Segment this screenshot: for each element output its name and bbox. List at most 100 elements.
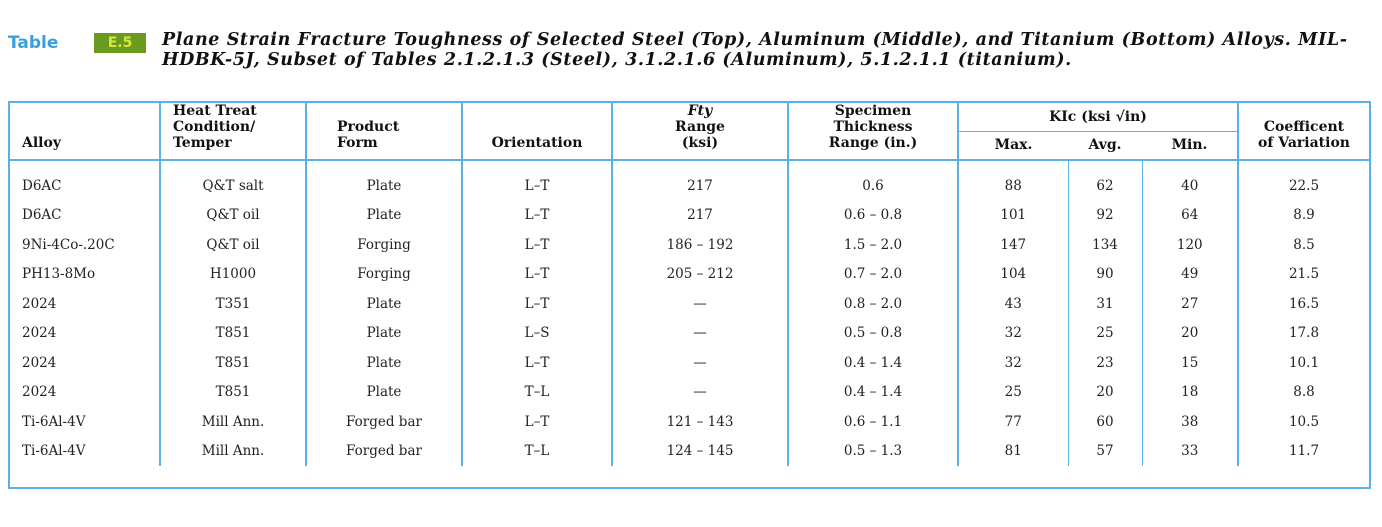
cell-kic-max: 147 [958,230,1069,260]
cell-product-form: Plate [306,318,463,348]
table-row: D6AC Q&T salt Plate L–T 217 0.6 88 62 40 22.5 [10,160,1369,201]
cell-kic-avg: 90 [1068,259,1143,289]
cell-coefficient-variation: 16.5 [1288,295,1320,312]
cell-kic-avg: 23 [1068,348,1143,378]
cell-fty-range: — [612,318,789,348]
cell-kic-min: 18 [1142,377,1239,407]
cell-coefficient-variation: 8.9 [1293,207,1315,224]
header-kic-avg: Avg. [1088,137,1122,153]
cell-kic-max: 81 [958,436,1069,466]
cell-alloy: 2024 [10,377,161,407]
cell-product-form: Plate [306,348,463,378]
cell-thickness-range: 0.8 – 2.0 [788,289,959,319]
cell-heat-treat: Mill Ann. [160,436,307,466]
cell-fty-range: 186 – 192 [612,230,789,260]
cell-coefficient-variation: 17.8 [1288,325,1320,342]
cell-product-form: Plate [306,200,463,230]
header-orientation: Orientation [462,103,613,159]
cell-kic-max: 32 [958,348,1069,378]
cell-orientation: L–S [462,318,613,348]
header-alloy: Alloy [10,103,161,159]
cell-alloy: 2024 [10,289,161,319]
cell-kic-max: 88 [958,160,1069,201]
cell-coefficient-variation: 10.1 [1288,354,1320,371]
cell-kic-min: 33 [1142,436,1239,466]
cell-fty-range: — [612,377,789,407]
cell-coefficient-variation: 11.7 [1288,443,1320,460]
cell-thickness-range: 0.6 – 1.1 [788,407,959,437]
cell-kic-avg: 60 [1068,407,1143,437]
cell-kic-min: 38 [1142,407,1239,437]
cell-product-form: Plate [306,289,463,319]
cell-fty-range: — [612,348,789,378]
table-number-badge: E.5 [94,33,146,53]
table-label: Table [8,33,59,53]
header-kic: KIc (ksi √in) [958,103,1239,132]
cell-orientation: L–T [462,230,613,260]
cell-kic-min: 20 [1142,318,1239,348]
cell-kic-min: 49 [1142,259,1239,289]
cell-orientation: L–T [462,348,613,378]
cell-kic-min: 27 [1142,289,1239,319]
cell-orientation: L–T [462,160,613,201]
cell-kic-max: 101 [958,200,1069,230]
table-row: Ti-6Al-4V Mill Ann. Forged bar L–T 121 – 143… [10,407,1369,437]
cell-product-form: Forged bar [306,407,463,437]
cell-kic-avg: 92 [1068,200,1143,230]
cell-kic-min: 64 [1142,200,1239,230]
cell-heat-treat: Q&T oil [160,200,307,230]
table-row: D6AC Q&T oil Plate L–T 217 0.6 – 0.8 101 92 64 8.… [10,200,1369,230]
cell-fty-range: 124 – 145 [612,436,789,466]
cell-heat-treat: Mill Ann. [160,407,307,437]
cell-kic-min: 15 [1142,348,1239,378]
table-row: 2024 T851 Plate T–L —0.4 – 1.4 25 20 18 8.8 [10,377,1369,407]
fracture-toughness-table: Alloy Heat Treat Condition/ Temper Produ… [8,101,1371,489]
cell-thickness-range: 0.4 – 1.4 [788,348,959,378]
header-coefficient-variation: Coefficent of Variation [1258,119,1350,151]
cell-product-form: Plate [306,377,463,407]
cell-heat-treat: T351 [160,289,307,319]
table-row: 9Ni-4Co-.20C Q&T oil Forging L–T 186 – 192 1.… [10,230,1369,260]
cell-alloy: Ti-6Al-4V [10,436,161,466]
cell-kic-avg: 25 [1068,318,1143,348]
cell-thickness-range: 0.6 – 0.8 [788,200,959,230]
header-fty-range: Fty Range (ksi) [612,103,789,159]
cell-kic-max: 32 [958,318,1069,348]
cell-kic-avg: 57 [1068,436,1143,466]
table-row: Ti-6Al-4V Mill Ann. Forged bar T–L 124 – 145… [10,436,1369,466]
header-product-form: Product Form [306,103,463,159]
cell-coefficient-variation: 8.8 [1293,384,1315,401]
table-body: D6AC Q&T salt Plate L–T 217 0.6 88 62 40 22.5 D6AC… [10,160,1369,466]
header-kic-max: Max. [994,137,1033,153]
cell-alloy: D6AC [10,160,161,201]
table-title: Plane Strain Fracture Toughness of Selec… [162,30,1348,70]
cell-heat-treat: H1000 [160,259,307,289]
cell-alloy: Ti-6Al-4V [10,407,161,437]
cell-kic-max: 77 [958,407,1069,437]
table-row: 2024 T851 Plate L–T —0.4 – 1.4 32 23 15 10.1 [10,348,1369,378]
cell-kic-avg: 20 [1068,377,1143,407]
cell-orientation: L–T [462,289,613,319]
cell-kic-max: 43 [958,289,1069,319]
cell-product-form: Forging [306,230,463,260]
cell-orientation: L–T [462,407,613,437]
cell-kic-avg: 31 [1068,289,1143,319]
cell-thickness-range: 0.7 – 2.0 [788,259,959,289]
cell-orientation: L–T [462,200,613,230]
cell-fty-range: 217 [612,160,789,201]
header-specimen-thickness: Specimen Thickness Range (in.) [788,103,959,159]
data-table: Alloy Heat Treat Condition/ Temper Produ… [10,103,1369,466]
cell-heat-treat: T851 [160,348,307,378]
cell-thickness-range: 0.4 – 1.4 [788,377,959,407]
table-row: PH13-8Mo H1000 Forging L–T 205 – 212 0.7 – 2.… [10,259,1369,289]
cell-heat-treat: Q&T salt [160,160,307,201]
header-kic-min: Min. [1142,131,1239,159]
cell-product-form: Plate [306,160,463,201]
cell-thickness-range: 0.6 [788,160,959,201]
cell-coefficient-variation: 10.5 [1288,413,1320,430]
cell-coefficient-variation: 22.5 [1288,177,1320,194]
cell-kic-avg: 62 [1068,160,1143,201]
table-caption: Table E.5 Plane Strain Fracture Toughnes… [8,28,1368,100]
cell-fty-range: 205 – 212 [612,259,789,289]
cell-alloy: D6AC [10,200,161,230]
